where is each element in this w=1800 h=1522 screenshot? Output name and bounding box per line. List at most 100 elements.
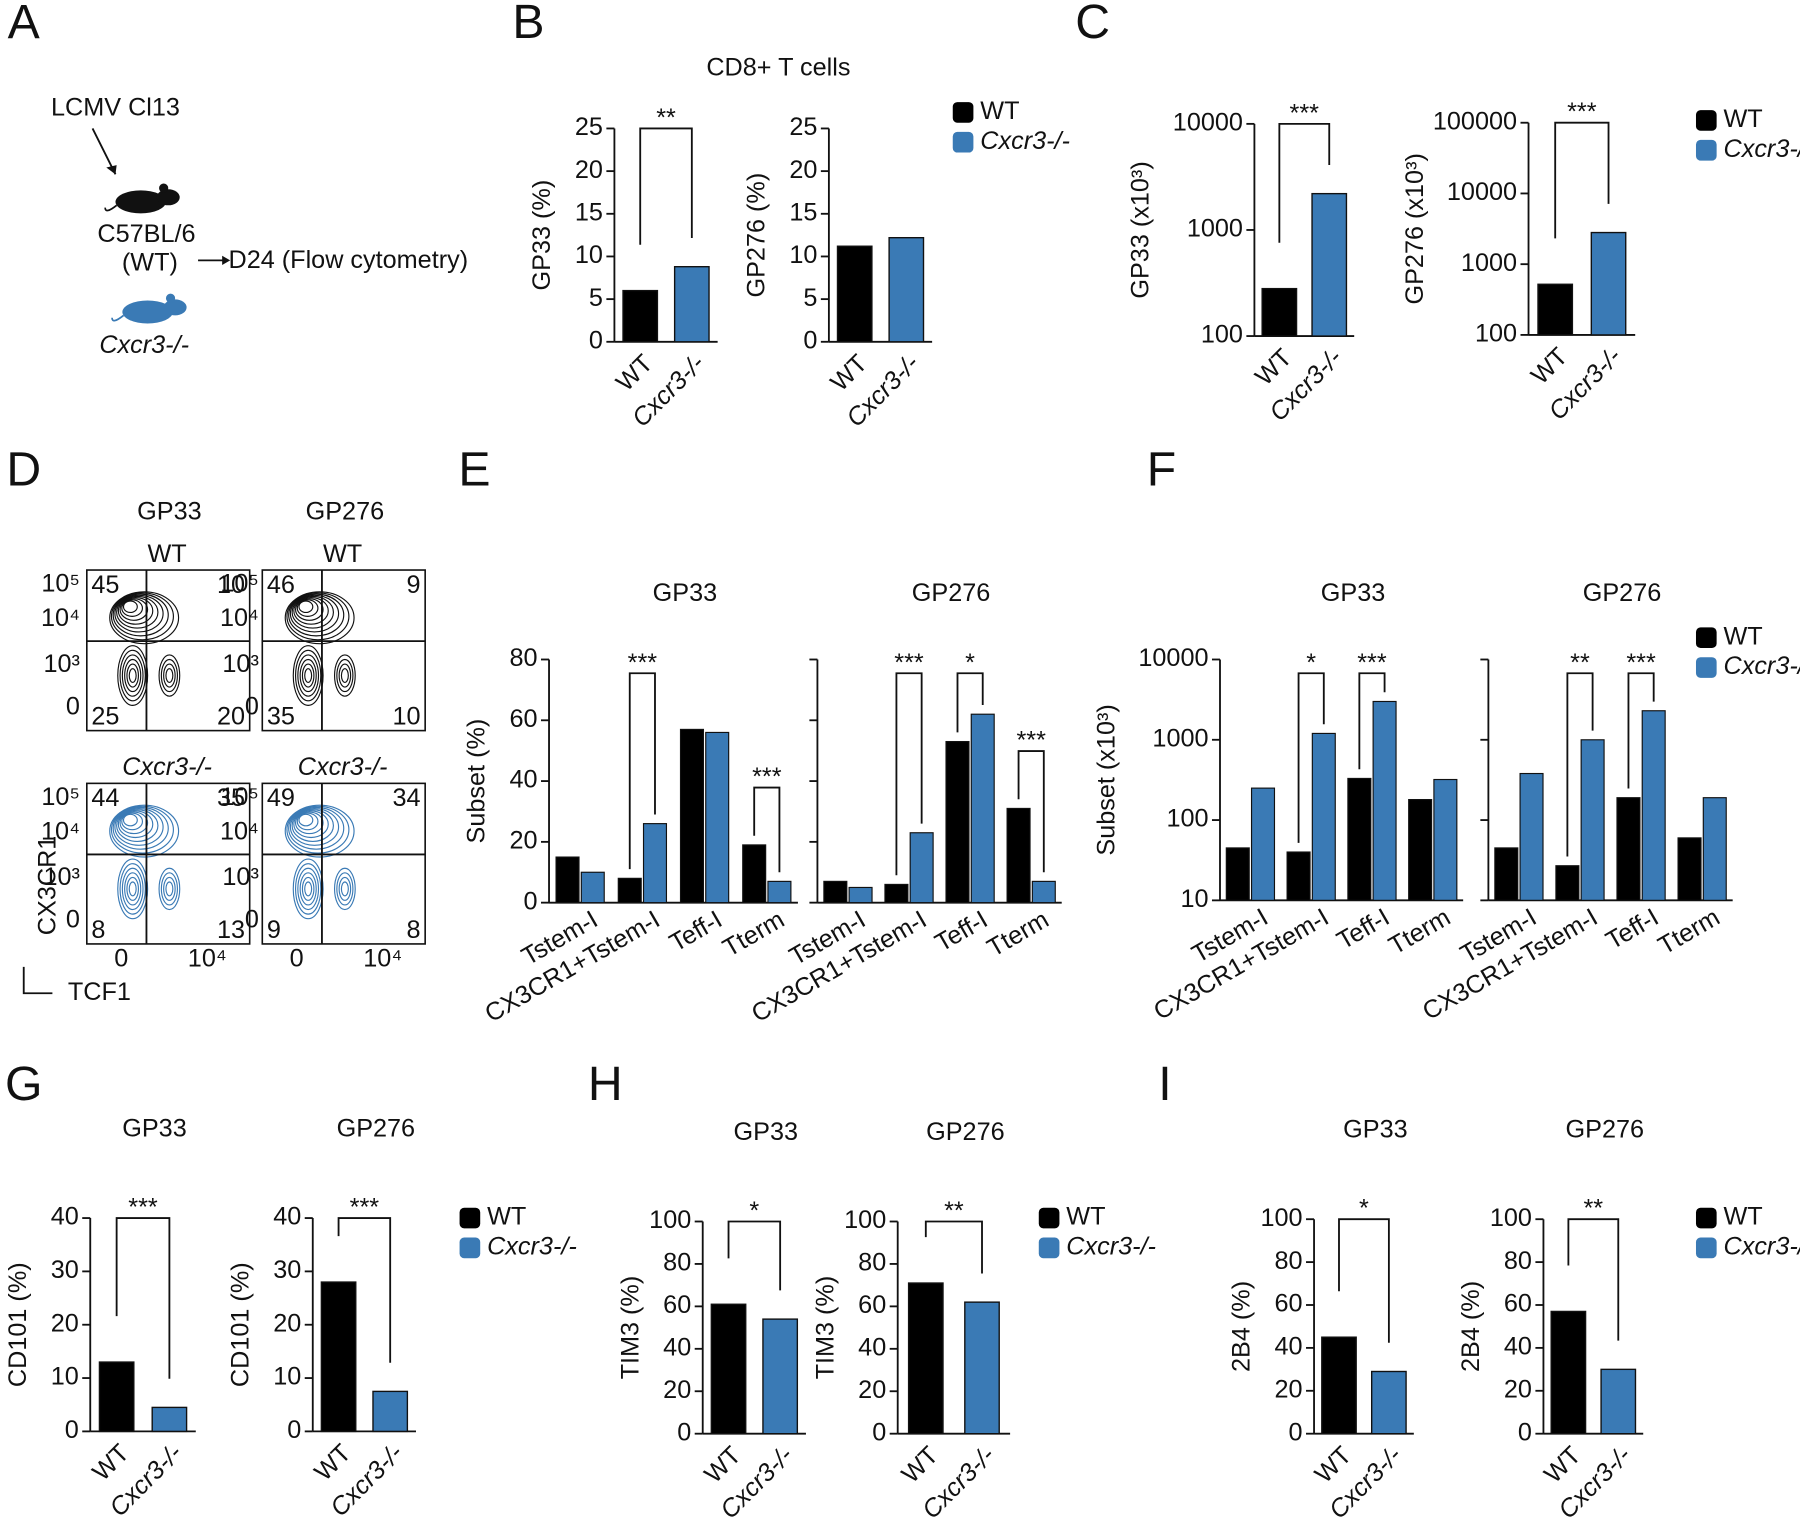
y-tick-label: 5 [589,284,603,312]
flow-y-tick: 0 [245,906,259,934]
flow-frame [86,782,251,945]
legend-label: Cxcr3-/- [1724,652,1800,680]
contour [294,863,322,915]
legend-swatch [952,102,974,123]
y-axis-label: Subset (x10³) [1092,704,1120,855]
bar [888,236,925,343]
y-tick-label: 60 [1504,1290,1532,1318]
contour [340,881,349,897]
legend-label: Cxcr3-/- [1724,135,1800,163]
x-tick-label: Teff-I [930,905,992,957]
contour [121,867,144,911]
contour [163,663,176,688]
panel-label: F [1147,442,1176,496]
y-tick-label: 20 [273,1309,301,1337]
y-tick-label: 0 [677,1418,691,1446]
contour [301,876,315,901]
contour [110,805,174,854]
infection: LCMV Cl13 [51,94,180,122]
significance-label: ** [944,1197,964,1225]
contour [291,809,334,842]
flow-y-tick: 10⁵ [220,783,259,811]
chart-title: GP276 [926,1118,1005,1146]
y-tick-label: 60 [858,1291,886,1319]
bar [1590,231,1627,336]
y-tick-label: 20 [510,827,538,855]
bar [98,1361,135,1433]
contour [291,595,334,629]
bar [1031,880,1056,904]
legend-swatch [952,131,974,153]
y-axis-label: GP33 (x10³) [1127,161,1155,298]
y-tick-label: 10 [273,1363,301,1391]
bar [710,1303,747,1435]
contour [112,806,169,850]
bar [1311,732,1336,901]
knockout: Cxcr3-/- [99,331,189,359]
contour [292,858,324,920]
contour [121,812,144,831]
x-tick-label: Teff-I [1601,903,1663,955]
y-tick-label: 60 [510,705,538,733]
significance-label: ** [1584,1195,1604,1223]
contour [292,645,324,706]
significance-bracket [628,672,656,870]
contour [126,876,140,901]
significance-bracket [1567,1218,1620,1341]
flow-column-title: GP33 [137,497,202,525]
y-tick-label: 80 [1275,1247,1303,1275]
y-tick-label: 40 [1504,1333,1532,1361]
contour [296,812,319,831]
contour [289,808,340,846]
y-axis-label: TIM3 (%) [811,1276,839,1380]
significance-bracket [1017,750,1045,873]
legend-label: WT [1724,1203,1763,1231]
contour [284,804,355,858]
panel-label: I [1158,1057,1171,1111]
legend-swatch [459,1207,481,1229]
y-tick-label: 0 [287,1416,301,1444]
legend-swatch [459,1237,481,1259]
y-axis-label: CD101 (%) [4,1262,32,1387]
flow-x-tick: 0 [114,945,128,973]
flow-x-tick: 0 [290,945,304,973]
bar [642,823,668,904]
y-tick-label: 10000 [1138,644,1208,672]
y-tick-label: 80 [663,1249,691,1277]
y-tick-label: 40 [663,1333,691,1361]
flow-row-label: Cxcr3-/- [122,753,212,781]
y-tick-label: 60 [1275,1290,1303,1318]
flow-row-label: WT [147,540,186,568]
y-axis-label: GP33 (%) [528,180,556,291]
panel-label: D [6,442,41,496]
x-tick-label: Tterm [1384,903,1455,960]
flow-y-tick: 10⁴ [41,817,80,845]
contour [117,596,154,625]
contour [124,872,142,906]
bar [1677,837,1702,901]
flow-y-tick: 0 [66,692,80,720]
bar [580,871,605,904]
contour [126,663,140,688]
bar [617,877,642,904]
contour [338,663,352,688]
contour [117,645,149,706]
legend-swatch [1038,1237,1060,1259]
flow-y-tick: 10⁴ [220,604,259,632]
contour [116,595,159,629]
readout: D24 (Flow cytometry) [229,246,469,274]
y-tick-label: 100 [1490,1204,1532,1232]
flow-y-tick: 10⁴ [220,817,259,845]
contour [124,658,142,693]
bar [1006,807,1031,904]
panel-label: E [458,442,490,496]
y-tick-label: 100 [1475,320,1517,348]
significance-label: *** [752,763,782,791]
contour [122,813,138,827]
bar [742,844,767,904]
contour [284,591,355,645]
contour [298,600,314,614]
contour [110,592,174,641]
flow-x-tick: 10⁴ [363,945,402,973]
